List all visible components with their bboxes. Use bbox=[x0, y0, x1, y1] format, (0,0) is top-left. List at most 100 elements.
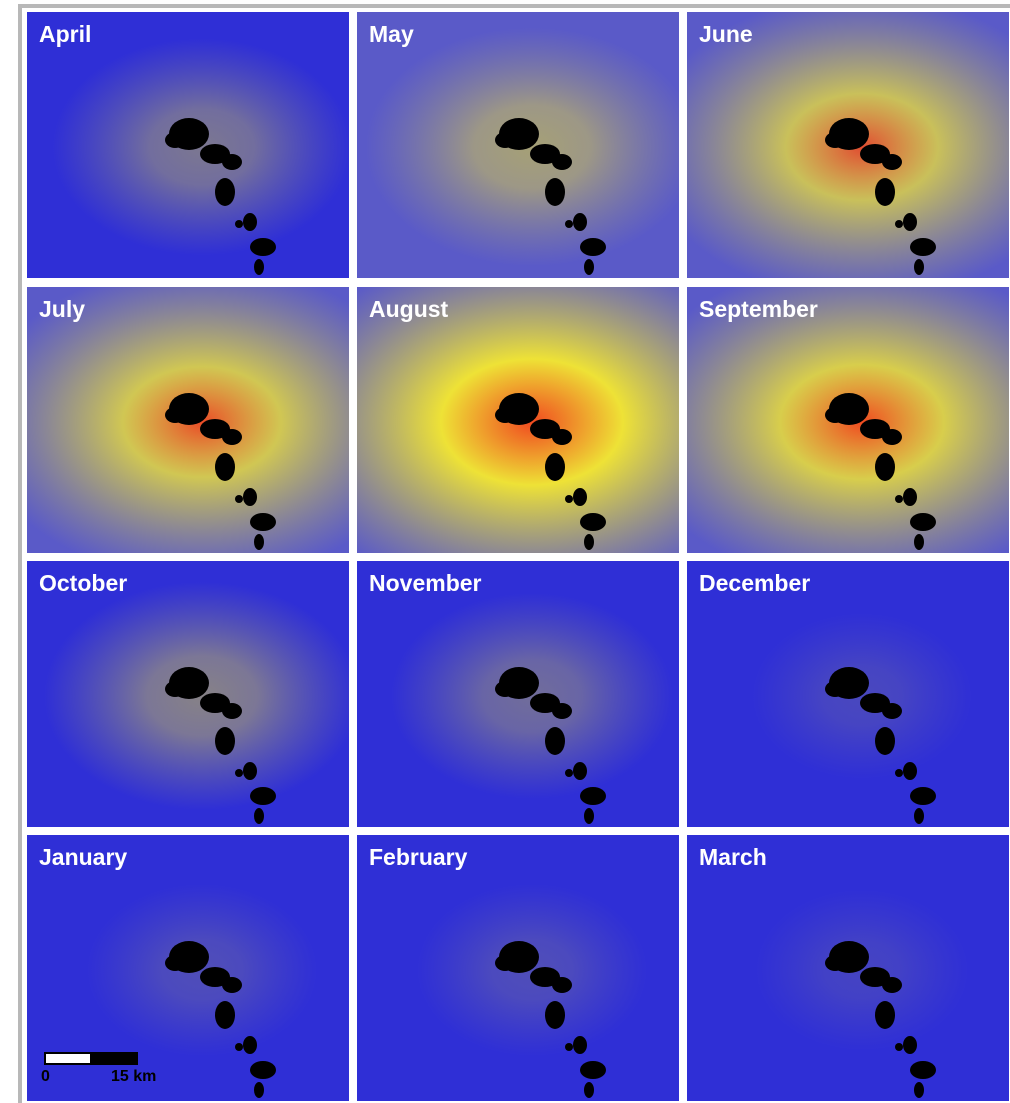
lake bbox=[910, 787, 936, 805]
lake bbox=[552, 703, 572, 719]
heat-field bbox=[87, 884, 318, 1057]
lake bbox=[910, 513, 936, 531]
lake bbox=[875, 727, 895, 755]
lake bbox=[914, 534, 924, 550]
lake bbox=[545, 727, 565, 755]
lake bbox=[584, 259, 594, 275]
lake bbox=[254, 259, 264, 275]
lake bbox=[882, 977, 902, 993]
lake bbox=[243, 213, 257, 231]
lake bbox=[903, 1036, 917, 1054]
panel-label: May bbox=[369, 21, 414, 47]
heat-field bbox=[628, 259, 1010, 586]
lake bbox=[222, 703, 242, 719]
heat-field bbox=[366, 28, 699, 267]
lake bbox=[895, 495, 903, 503]
map-panel: December bbox=[687, 561, 1009, 827]
lake bbox=[573, 488, 587, 506]
lake bbox=[243, 1036, 257, 1054]
lake bbox=[495, 132, 515, 148]
panel-label: October bbox=[39, 570, 127, 596]
lake bbox=[825, 955, 845, 971]
lake bbox=[222, 154, 242, 170]
lake bbox=[875, 453, 895, 481]
panel-label: September bbox=[699, 296, 818, 322]
lake bbox=[165, 407, 185, 423]
scale-bar bbox=[91, 1053, 137, 1064]
lake bbox=[243, 762, 257, 780]
heat-field bbox=[53, 39, 352, 256]
map-panel: September bbox=[628, 259, 1010, 586]
lake bbox=[495, 681, 515, 697]
lake bbox=[495, 955, 515, 971]
lake bbox=[495, 407, 515, 423]
panel-label: June bbox=[699, 21, 753, 47]
lake bbox=[914, 808, 924, 824]
lake bbox=[552, 977, 572, 993]
lake bbox=[903, 213, 917, 231]
map-panel: April bbox=[27, 12, 352, 278]
scale-bar bbox=[45, 1053, 91, 1064]
lake bbox=[580, 513, 606, 531]
lake bbox=[250, 1061, 276, 1079]
lake bbox=[165, 681, 185, 697]
lake bbox=[580, 1061, 606, 1079]
lake bbox=[914, 259, 924, 275]
lake bbox=[235, 1043, 243, 1051]
lake bbox=[165, 132, 185, 148]
lake bbox=[250, 238, 276, 256]
lake bbox=[215, 1001, 235, 1029]
panel-label: April bbox=[39, 21, 91, 47]
lake bbox=[825, 407, 845, 423]
lake bbox=[222, 977, 242, 993]
lake bbox=[215, 178, 235, 206]
lake bbox=[875, 1001, 895, 1029]
panel-label: January bbox=[39, 844, 127, 870]
lake bbox=[573, 1036, 587, 1054]
heat-field bbox=[417, 884, 648, 1057]
map-panel: June bbox=[645, 0, 1010, 300]
figure: April May June July August September October No… bbox=[0, 0, 1010, 1103]
lake bbox=[235, 495, 243, 503]
lake bbox=[235, 769, 243, 777]
lake bbox=[552, 429, 572, 445]
map-panel: November bbox=[357, 561, 679, 827]
lake bbox=[573, 762, 587, 780]
scale-start: 0 bbox=[41, 1068, 50, 1085]
lake bbox=[545, 178, 565, 206]
lake bbox=[250, 513, 276, 531]
heat-field bbox=[752, 613, 973, 779]
lake bbox=[254, 534, 264, 550]
map-panel: May bbox=[357, 12, 699, 278]
lake bbox=[584, 534, 594, 550]
lake bbox=[895, 1043, 903, 1051]
panel-label: August bbox=[369, 296, 449, 322]
lake bbox=[875, 178, 895, 206]
scale-end: 15 km bbox=[111, 1068, 156, 1085]
lake bbox=[565, 220, 573, 228]
panel-label: December bbox=[699, 570, 810, 596]
lake bbox=[545, 1001, 565, 1029]
lake bbox=[882, 703, 902, 719]
lake bbox=[254, 1082, 264, 1098]
lake bbox=[910, 238, 936, 256]
lake bbox=[573, 213, 587, 231]
lake bbox=[580, 787, 606, 805]
lake bbox=[243, 488, 257, 506]
lake bbox=[895, 769, 903, 777]
panel-label: March bbox=[699, 844, 767, 870]
map-panel: January 0 15 km bbox=[27, 835, 349, 1101]
lake bbox=[825, 132, 845, 148]
panel-label: February bbox=[369, 844, 468, 870]
lake bbox=[235, 220, 243, 228]
lake bbox=[910, 1061, 936, 1079]
lake bbox=[903, 762, 917, 780]
panel-label: November bbox=[369, 570, 482, 596]
lake bbox=[552, 154, 572, 170]
lake bbox=[882, 154, 902, 170]
heat-field bbox=[755, 889, 969, 1051]
lake bbox=[580, 238, 606, 256]
panel-label: July bbox=[39, 296, 85, 322]
lake bbox=[914, 1082, 924, 1098]
lake bbox=[584, 808, 594, 824]
